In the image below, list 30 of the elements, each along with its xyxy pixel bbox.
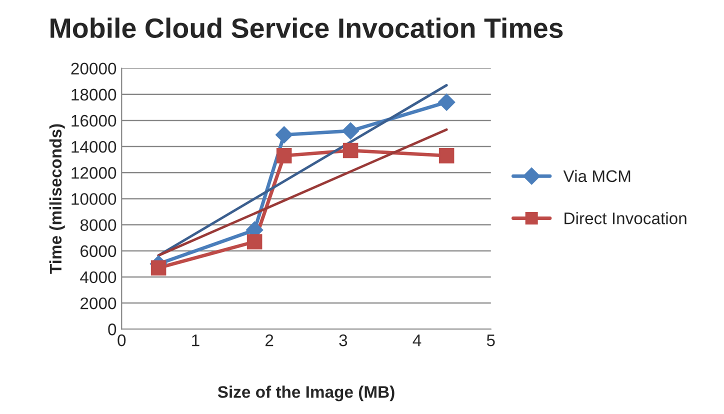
point — [246, 234, 262, 250]
x-tick-label: 3 — [339, 334, 348, 346]
point — [276, 148, 292, 164]
legend-label: Via MCM — [563, 170, 630, 182]
y-tick-label: 8000 — [80, 219, 116, 232]
y-tick-label: 0 — [108, 324, 116, 336]
y-tick-label: 14000 — [72, 140, 116, 153]
chart-title: Mobile Cloud Service Invocation Times — [50, 18, 563, 38]
point — [342, 142, 358, 158]
y-tick-label: 10000 — [72, 193, 116, 205]
x-tick-label: 5 — [486, 334, 495, 346]
point — [438, 94, 456, 111]
point — [342, 122, 360, 140]
point — [438, 148, 454, 164]
y-tick-label: 20000 — [71, 62, 116, 75]
y-tick-label: 4000 — [80, 271, 116, 284]
y-tick-label: 18000 — [72, 88, 116, 101]
x-tick-label: 1 — [192, 334, 200, 346]
y-tick-label: 6000 — [80, 245, 116, 258]
x-axis-title: Size of the Image (MB) — [218, 386, 394, 402]
y-tick-label: 16000 — [72, 114, 116, 127]
legend-label: Direct Invocation — [564, 212, 686, 224]
y-tick-label: 12000 — [72, 167, 116, 179]
point — [276, 126, 293, 144]
x-tick-label: 2 — [266, 334, 274, 346]
x-tick-label: 0 — [118, 334, 126, 346]
x-tick-label: 4 — [412, 334, 422, 346]
y-axis-title: Time (miliseconds) — [49, 124, 65, 274]
y-tick-label: 2000 — [80, 297, 116, 310]
point — [150, 260, 166, 276]
